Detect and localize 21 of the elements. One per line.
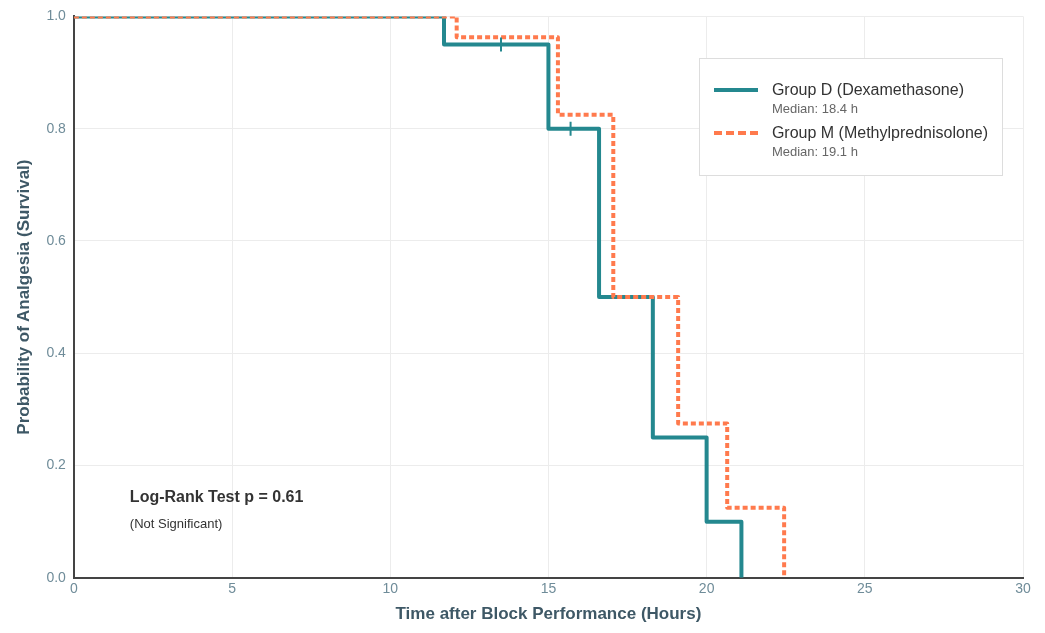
x-tick-label: 15 bbox=[540, 580, 557, 597]
y-tick-label: 0.2 bbox=[46, 456, 67, 473]
legend-label: Group M (Methylprednisolone) bbox=[771, 124, 988, 143]
x-axis-title: Time after Block Performance (Hours) bbox=[395, 604, 702, 624]
x-tick-label: 25 bbox=[857, 580, 873, 597]
x-tick-label: 10 bbox=[382, 580, 399, 597]
y-tick-label: 0.4 bbox=[46, 344, 67, 361]
y-axis-title: Probability of Analgesia (Survival) bbox=[13, 159, 33, 435]
annotation: Median: 18.4 h bbox=[771, 101, 859, 117]
x-tick-label: 30 bbox=[1015, 580, 1031, 597]
annotation: Median: 19.1 h bbox=[771, 144, 859, 160]
y-tick-label: 1.0 bbox=[46, 7, 67, 24]
x-tick-label: 20 bbox=[698, 580, 715, 597]
y-tick-label: 0.8 bbox=[46, 119, 67, 136]
x-tick-label: 0 bbox=[69, 580, 78, 597]
x-tick-label: 5 bbox=[228, 580, 237, 597]
legend-label: Group D (Dexamethasone) bbox=[771, 81, 964, 100]
annotation: (Not Significant) bbox=[129, 515, 224, 531]
y-tick-label: 0.6 bbox=[46, 231, 67, 248]
annotation: Log-Rank Test p = 0.61 bbox=[129, 487, 304, 506]
y-tick-label: 0.0 bbox=[46, 568, 67, 585]
